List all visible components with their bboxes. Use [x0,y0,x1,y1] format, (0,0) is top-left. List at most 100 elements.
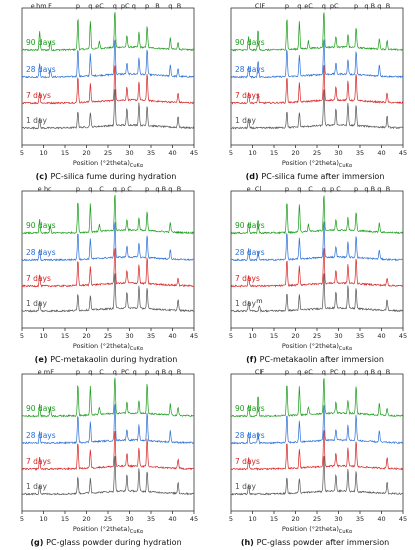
x-tick-label: 5 [229,515,233,523]
x-axis-label: Position (°2theta)CuKα [282,342,353,352]
series-label: 1 day [235,116,257,125]
x-tick-label: 25 [104,332,112,340]
peak-annotation: q [297,185,301,193]
trace-90-days [21,377,195,418]
x-tick-label: 15 [61,332,69,340]
series-label: 7 days [235,274,260,283]
panel-caption-text: PC-metakaolin during hydration [50,355,177,364]
trace-90-days [230,195,404,235]
series-label: 1 day [235,482,257,491]
series-label: 1 day [235,299,257,308]
x-tick-label: 35 [147,332,155,340]
peak-annotation: pC [121,2,130,10]
trace-7-days [21,248,195,288]
peak-annotation: q [364,368,368,376]
x-axis-label-subscript: CuKα [339,346,353,352]
peak-annotation: C [308,2,313,10]
x-tick-label: 15 [270,332,278,340]
series-label: 28 days [26,431,56,440]
trace-28-days [230,221,404,262]
x-axis-label-subscript: CuKα [339,529,353,535]
peak-annotation: B [155,2,159,10]
trace-7-days [230,430,404,471]
peak-annotation: q [133,368,137,376]
peak-annotation: Cl [255,368,262,376]
peak-annotation: F [48,2,52,10]
series-label: 1 day [26,116,48,125]
x-tick-label: 10 [39,149,47,157]
x-tick-label: 10 [39,332,47,340]
trace-1-day [21,273,195,313]
peak-annotation: p [330,185,334,193]
panel-caption-letter: (e) [35,355,51,364]
peak-annotation: e [31,2,35,10]
x-tick-label: 10 [248,515,256,523]
peak-annotation: e [247,185,251,193]
peak-annotation: B [162,185,166,193]
x-tick-label: 20 [291,332,299,340]
panel-caption-letter: (f) [246,355,260,364]
trace-7-days [21,430,195,471]
peak-annotation: q [342,368,346,376]
x-tick-label: 40 [377,149,385,157]
peak-annotation: q [155,368,159,376]
series-label: 1 day [26,299,48,308]
trace-7-days [21,65,195,105]
peak-annotation: C [336,185,341,193]
peak-annotation: p [76,368,80,376]
series-label: 28 days [235,65,265,74]
x-tick-label: 20 [82,515,90,523]
peak-annotation: p [76,2,80,10]
trace-1-day [21,456,195,496]
peak-annotation: hc [44,185,52,193]
series-label: 90 days [26,38,56,47]
peak-annotation: e [95,2,99,10]
panel-caption-letter: (d) [246,172,262,181]
peak-annotation: C [99,2,104,10]
peak-annotation: pC [330,2,339,10]
x-tick-label: 30 [334,332,342,340]
panel-caption-text: PC-metakaolin after immersion [260,355,384,364]
panel-caption: (f) PC-metakaolin after immersion [246,355,384,364]
peak-annotation: Cl [255,2,262,10]
x-axis-label: Position (°2theta)CuKα [282,525,353,535]
x-tick-label: 45 [190,149,198,157]
x-axis-label-subscript: CuKα [339,163,353,169]
peak-annotation: e [38,368,42,376]
trace-90-days [21,12,195,52]
series-label: 90 days [235,221,265,230]
trace-1-day [230,455,404,496]
x-tick-label: 45 [399,515,407,523]
x-axis-label: Position (°2theta)CuKα [282,159,353,169]
panel-caption: (e) PC-metakaolin during hydration [35,355,178,364]
plot-frame [21,190,195,329]
peak-annotation: PC [121,368,130,376]
peak-annotation: C [308,185,313,193]
x-tick-label: 30 [334,149,342,157]
trace-28-days [21,222,195,262]
x-tick-label: 30 [334,515,342,523]
x-tick-label: 5 [20,515,24,523]
peak-annotation: C [99,185,104,193]
peak-annotation: q [155,185,159,193]
trace-1-day [230,273,404,313]
peak-annotation: e [304,2,308,10]
trace-7-days [230,248,404,288]
x-tick-label: 35 [356,515,364,523]
peak-annotation: B [386,185,390,193]
peak-annotation: F [261,368,265,376]
x-tick-label: 10 [39,515,47,523]
x-tick-label: 40 [168,149,176,157]
peak-annotation: p [354,2,358,10]
trace-28-days [21,39,195,79]
trace-7-days [230,65,404,105]
peak-annotation: q [168,368,172,376]
x-tick-label: 40 [168,515,176,523]
peak-annotation: C [99,368,104,376]
series-label: 28 days [26,65,56,74]
peak-annotation: B [371,368,375,376]
x-tick-label: 15 [270,515,278,523]
x-tick-label: 45 [190,515,198,523]
